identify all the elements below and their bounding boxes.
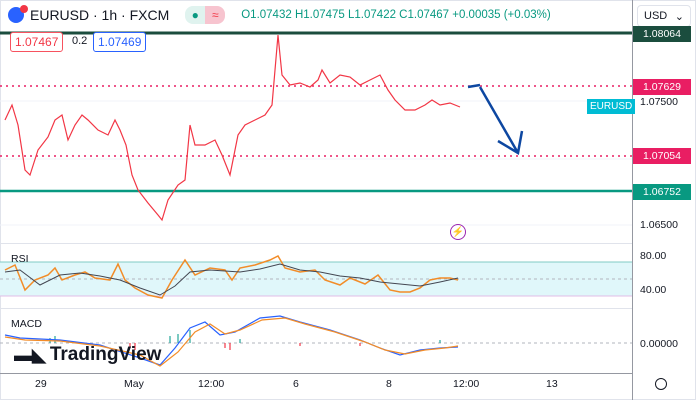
lightning-icon[interactable]: ⚡	[450, 224, 466, 240]
time-tick: 6	[293, 378, 299, 390]
rsi-axis-40: 40.00	[640, 284, 667, 296]
tradingview-logo[interactable]: ▬◣ TradingView	[14, 344, 161, 366]
time-tick: 12:00	[453, 378, 480, 390]
spread-value: 0.2	[72, 35, 88, 47]
brand-name: TradingView	[49, 344, 162, 365]
macd-pane[interactable]	[0, 310, 632, 372]
tv-logo-icon: ▬◣	[14, 344, 46, 365]
ohlc-values: O1.07432 H1.07475 L1.07422 C1.07467 +0.0…	[241, 9, 551, 21]
time-axis-divider	[0, 373, 632, 374]
price-label: 1.06500	[640, 219, 678, 231]
chevron-down-icon: ⌄	[674, 10, 684, 23]
rsi-axis-80: 80.00	[640, 250, 667, 262]
macd-axis-zero: 0.00000	[640, 338, 678, 350]
chart-legend: EURUSD · 1h · FXCM ● ≈ O1.07432 H1.07475…	[8, 5, 551, 24]
status-pill[interactable]: ● ≈	[185, 6, 226, 24]
eurusd-flag-icon	[8, 5, 28, 23]
settings-gear-icon[interactable]	[655, 378, 667, 390]
price-scale-divider	[632, 0, 633, 400]
level-tag-support: 1.06752	[633, 184, 691, 200]
main-chart[interactable]	[0, 25, 632, 270]
rsi-pane[interactable]	[0, 250, 632, 312]
level-tag-upper: 1.07629	[633, 79, 691, 95]
time-tick: 29	[35, 378, 47, 390]
approx-icon: ≈	[205, 6, 226, 24]
time-tick: 12:00	[198, 378, 225, 390]
currency-select[interactable]: USD ⌄	[637, 5, 691, 27]
buy-button[interactable]: 1.07469	[93, 32, 147, 52]
pane-separator[interactable]	[0, 308, 632, 309]
sell-button[interactable]: 1.07467	[10, 32, 64, 52]
time-tick: May	[124, 378, 144, 390]
level-tag-resistance: 1.08064	[633, 26, 691, 42]
symbol-title[interactable]: EURUSD · 1h · FXCM	[30, 7, 170, 23]
rsi-label: RSI	[11, 253, 29, 265]
projection-arrow	[467, 83, 524, 156]
time-tick: 13	[546, 378, 558, 390]
level-tag-lower: 1.07054	[633, 148, 691, 164]
macd-label: MACD	[11, 318, 42, 330]
pane-separator[interactable]	[0, 243, 632, 244]
symbol-price-tag: EURUSD	[587, 99, 636, 114]
time-tick: 8	[386, 378, 392, 390]
market-open-icon: ●	[185, 6, 206, 24]
currency-label: USD	[644, 10, 668, 22]
price-label: 1.07500	[640, 96, 678, 108]
